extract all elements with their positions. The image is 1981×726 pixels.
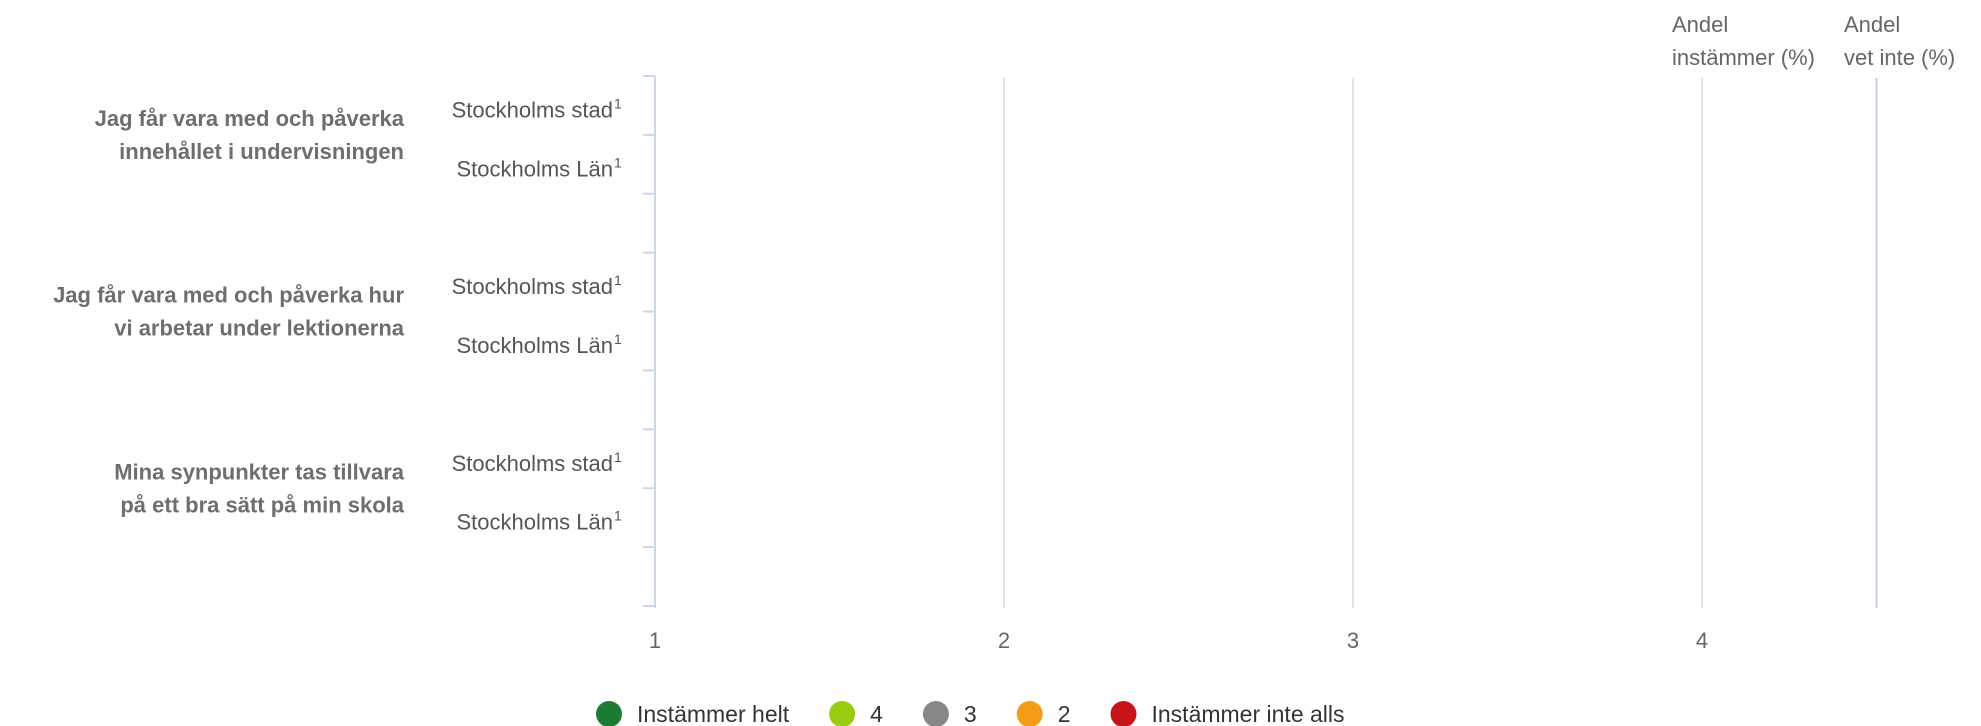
legend-label: Instämmer helt	[637, 701, 790, 726]
row-label: Stockholms Län	[456, 510, 613, 535]
legend-label: Instämmer inte alls	[1152, 701, 1345, 726]
grid-lines	[1003, 78, 1878, 608]
category-axis	[643, 75, 656, 608]
row-label-superscript: 1	[614, 95, 622, 111]
column-header: Andel	[1844, 12, 1900, 37]
x-tick-label: 1	[649, 628, 661, 653]
column-headers: Andel instämmer (%) Andel vet inte (%)	[1672, 12, 1955, 70]
legend-item[interactable]: 2	[1016, 701, 1071, 726]
legend-label: 3	[964, 701, 977, 726]
x-tick-label: 3	[1347, 628, 1359, 653]
question-label: Mina synpunkter tas tillvara	[114, 459, 405, 484]
question-label: på ett bra sätt på min skola	[120, 492, 404, 517]
row-label-superscript: 1	[614, 154, 622, 170]
row-label: Stockholms Län	[456, 156, 613, 181]
x-axis-ticks: 1 2 3 4	[649, 628, 1708, 653]
legend-item[interactable]: Instämmer inte alls	[1110, 701, 1345, 726]
row-label-superscript: 1	[614, 449, 622, 465]
question-labels: Jag får vara med och påverka innehållet i…	[53, 106, 405, 517]
legend-marker	[1110, 701, 1137, 726]
row-label-superscript: 1	[614, 272, 622, 288]
legend-marker	[829, 701, 856, 726]
column-header: Andel	[1672, 12, 1728, 37]
column-header: vet inte (%)	[1844, 45, 1955, 70]
question-label: innehållet i undervisningen	[119, 139, 404, 164]
legend-marker	[596, 701, 622, 726]
row-label: Stockholms stad	[452, 97, 613, 122]
x-tick-label: 2	[998, 628, 1010, 653]
legend-item[interactable]: Instämmer helt	[596, 701, 790, 726]
row-label: Stockholms stad	[452, 451, 613, 476]
row-label: Stockholms stad	[452, 274, 613, 299]
question-label: Jag får vara med och påverka	[95, 106, 405, 131]
question-label: Jag får vara med och påverka hur	[53, 283, 404, 308]
row-label-superscript: 1	[614, 508, 622, 524]
legend-item[interactable]: 3	[922, 701, 977, 726]
legend-label: 2	[1058, 701, 1071, 726]
question-label: vi arbetar under lektionerna	[114, 316, 405, 341]
row-label-superscript: 1	[614, 331, 622, 347]
legend-marker	[1016, 701, 1043, 726]
legend-label: 4	[870, 701, 883, 726]
legend: Instämmer helt 4 3 2 Instämmer inte alls	[596, 701, 1345, 726]
row-label: Stockholms Län	[456, 333, 613, 358]
x-tick-label: 4	[1696, 628, 1708, 653]
legend-item[interactable]: 4	[829, 701, 883, 726]
column-header: instämmer (%)	[1672, 45, 1815, 70]
legend-marker	[922, 701, 949, 726]
